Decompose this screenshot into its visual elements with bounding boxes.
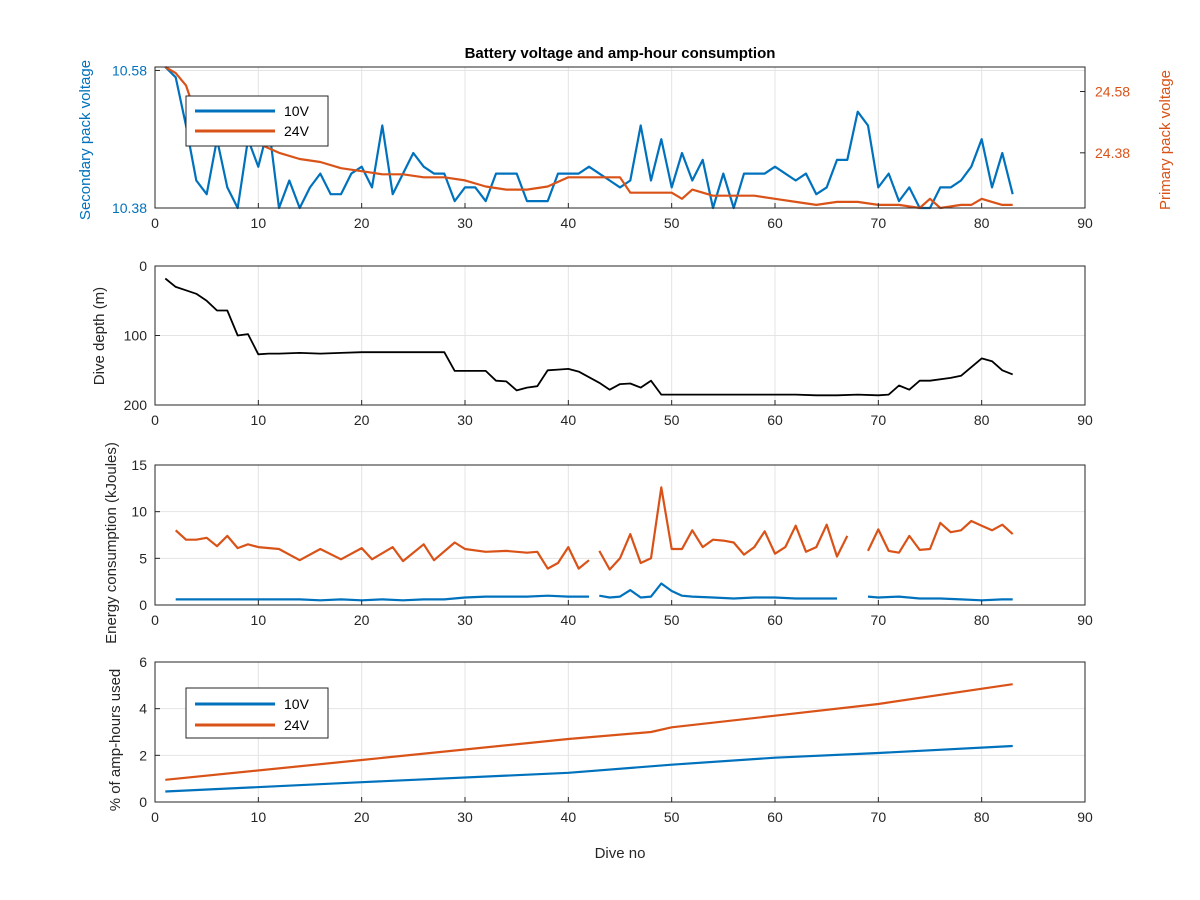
x-tick-label: 20	[354, 215, 370, 231]
primary-voltage-ylabel: Primary pack voltage	[1157, 70, 1174, 210]
x-tick-label: 0	[151, 612, 159, 628]
x-tick-label: 40	[561, 612, 577, 628]
x-tick-label: 80	[974, 809, 990, 825]
y-tick-label: 15	[131, 457, 147, 473]
x-tick-label: 60	[767, 612, 783, 628]
x-tick-label: 10	[251, 612, 267, 628]
x-tick-label: 90	[1077, 215, 1093, 231]
voltage-panel: 0 10 20 30 40 50 60 70 80 9010.3810.5824.3824.58 …	[77, 60, 1174, 231]
x-tick-label: 90	[1077, 809, 1093, 825]
y-tick-label: 0	[139, 597, 147, 613]
x-tick-label: 70	[871, 809, 887, 825]
axes-box	[154, 66, 1086, 209]
series-line-orange	[867, 519, 1014, 554]
plot-area: 0 10 20 30 40 50 60 70 80 90 0 100 200	[124, 258, 1093, 428]
series-line-10v	[165, 744, 1013, 793]
secondary-voltage-ylabel: Secondary pack voltage	[77, 60, 94, 220]
series-line-depth	[164, 277, 1014, 397]
x-tick-label: 40	[561, 215, 577, 231]
legend-label-24v: 24V	[284, 717, 310, 733]
axes-box	[154, 661, 1086, 803]
amphour-ylabel: % of amp-hours used	[107, 669, 124, 812]
x-tick-label: 80	[974, 412, 990, 428]
series-line-blue	[175, 594, 589, 602]
y-tick-label: 100	[124, 328, 148, 344]
x-tick-label: 30	[457, 809, 473, 825]
x-tick-label: 90	[1077, 612, 1093, 628]
x-tick-label: 20	[354, 809, 370, 825]
x-tick-label: 80	[974, 215, 990, 231]
x-tick-label: 10	[251, 809, 267, 825]
y-tick-label: 2	[139, 747, 147, 763]
y-tick-label: 0	[139, 794, 147, 810]
figure-title: Battery voltage and amp-hour consumption	[465, 45, 776, 62]
y-tick-label: 0	[139, 258, 147, 274]
series-line-10v	[164, 66, 1014, 210]
x-tick-label: 60	[767, 809, 783, 825]
x-tick-label: 20	[354, 612, 370, 628]
legend-box	[185, 95, 329, 147]
y-right-tick-label: 24.38	[1095, 145, 1130, 161]
x-axis-label: Dive no	[595, 845, 646, 862]
y-tick-label: 10	[131, 504, 147, 520]
x-tick-label: 50	[664, 809, 680, 825]
y-tick-label: 4	[139, 701, 147, 717]
legend-label-10v: 10V	[284, 696, 310, 712]
y-tick-label: 6	[139, 654, 147, 670]
y-tick-label: 10.58	[112, 62, 147, 78]
axes-box	[154, 464, 1086, 606]
x-tick-label: 0	[151, 809, 159, 825]
y-tick-label: 200	[124, 397, 148, 413]
x-tick-label: 30	[457, 215, 473, 231]
legend-label-10v: 10V	[284, 103, 310, 119]
x-tick-label: 90	[1077, 412, 1093, 428]
energy-panel: 0 10 20 30 40 50 60 70 80 90 0 5 10 15 Energy consump…	[103, 442, 1093, 644]
x-tick-label: 40	[561, 809, 577, 825]
x-tick-label: 70	[871, 412, 887, 428]
amphour-legend: 10V 24V	[185, 687, 329, 739]
y-tick-label: 5	[139, 550, 147, 566]
x-tick-label: 80	[974, 612, 990, 628]
plot-area: 0 10 20 30 40 50 60 70 80 90 0 2 4 6	[139, 654, 1093, 825]
x-tick-label: 0	[151, 412, 159, 428]
x-tick-label: 50	[664, 612, 680, 628]
energy-ylabel: Energy consumption (kJoules)	[103, 442, 120, 644]
amphour-panel: 0 10 20 30 40 50 60 70 80 90 0 2 4 6 % of amp-hours u…	[107, 654, 1093, 862]
series-line-orange	[598, 486, 849, 571]
depth-panel: 0 10 20 30 40 50 60 70 80 90 0 100 200 Dive depth (m…	[91, 258, 1093, 428]
plot-area: 0 10 20 30 40 50 60 70 80 90 0 5 10 15	[131, 457, 1093, 628]
plot-area: 0 10 20 30 40 50 60 70 80 90 10.38 10.58 24.38 24.58	[112, 62, 1130, 231]
x-tick-label: 30	[457, 412, 473, 428]
x-tick-label: 0	[151, 215, 159, 231]
series-line-orange	[174, 529, 590, 570]
x-tick-label: 60	[767, 412, 783, 428]
depth-ylabel: Dive depth (m)	[91, 287, 108, 385]
x-tick-label: 10	[251, 215, 267, 231]
x-tick-label: 30	[457, 612, 473, 628]
x-tick-label: 70	[871, 215, 887, 231]
x-tick-label: 70	[871, 612, 887, 628]
x-tick-label: 20	[354, 412, 370, 428]
y-tick-label: 10.38	[112, 200, 147, 216]
x-tick-label: 10	[251, 412, 267, 428]
legend-box	[185, 687, 329, 739]
x-tick-label: 60	[767, 215, 783, 231]
x-tick-label: 50	[664, 412, 680, 428]
y-right-tick-label: 24.58	[1095, 84, 1130, 100]
x-tick-label: 40	[561, 412, 577, 428]
legend-label-24v: 24V	[284, 123, 310, 139]
series-line-blue	[599, 582, 837, 600]
series-line-24v	[165, 683, 1013, 781]
x-tick-label: 50	[664, 215, 680, 231]
voltage-legend: 10V 24V	[185, 95, 329, 147]
series-line-blue	[867, 595, 1013, 602]
